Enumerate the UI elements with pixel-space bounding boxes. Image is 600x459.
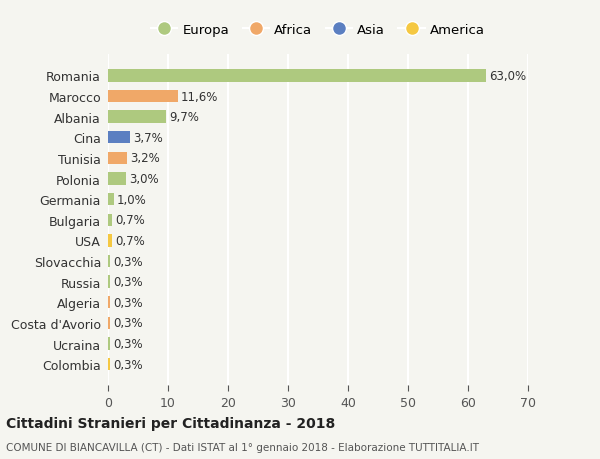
Bar xyxy=(108,111,166,123)
Text: 0,3%: 0,3% xyxy=(113,358,142,371)
Bar xyxy=(108,152,127,165)
Text: 3,7%: 3,7% xyxy=(133,132,163,145)
Bar xyxy=(108,132,130,144)
Text: 0,3%: 0,3% xyxy=(113,337,142,350)
Text: 0,3%: 0,3% xyxy=(113,317,142,330)
Bar xyxy=(108,91,178,103)
Text: 3,0%: 3,0% xyxy=(129,173,158,185)
Text: 11,6%: 11,6% xyxy=(181,90,218,103)
Bar xyxy=(108,70,486,83)
Text: COMUNE DI BIANCAVILLA (CT) - Dati ISTAT al 1° gennaio 2018 - Elaborazione TUTTIT: COMUNE DI BIANCAVILLA (CT) - Dati ISTAT … xyxy=(6,442,479,452)
Legend: Europa, Africa, Asia, America: Europa, Africa, Asia, America xyxy=(146,19,490,42)
Text: 0,3%: 0,3% xyxy=(113,275,142,289)
Bar xyxy=(108,276,110,288)
Text: 0,7%: 0,7% xyxy=(115,235,145,247)
Bar xyxy=(108,235,112,247)
Text: 0,3%: 0,3% xyxy=(113,296,142,309)
Bar xyxy=(108,317,110,330)
Text: 3,2%: 3,2% xyxy=(130,152,160,165)
Bar xyxy=(108,338,110,350)
Text: 1,0%: 1,0% xyxy=(117,193,147,206)
Text: Cittadini Stranieri per Cittadinanza - 2018: Cittadini Stranieri per Cittadinanza - 2… xyxy=(6,416,335,430)
Text: 9,7%: 9,7% xyxy=(169,111,199,124)
Bar xyxy=(108,358,110,370)
Bar xyxy=(108,214,112,226)
Bar xyxy=(108,173,126,185)
Text: 63,0%: 63,0% xyxy=(489,70,526,83)
Text: 0,3%: 0,3% xyxy=(113,255,142,268)
Bar xyxy=(108,194,114,206)
Bar xyxy=(108,255,110,268)
Text: 0,7%: 0,7% xyxy=(115,214,145,227)
Bar xyxy=(108,297,110,309)
